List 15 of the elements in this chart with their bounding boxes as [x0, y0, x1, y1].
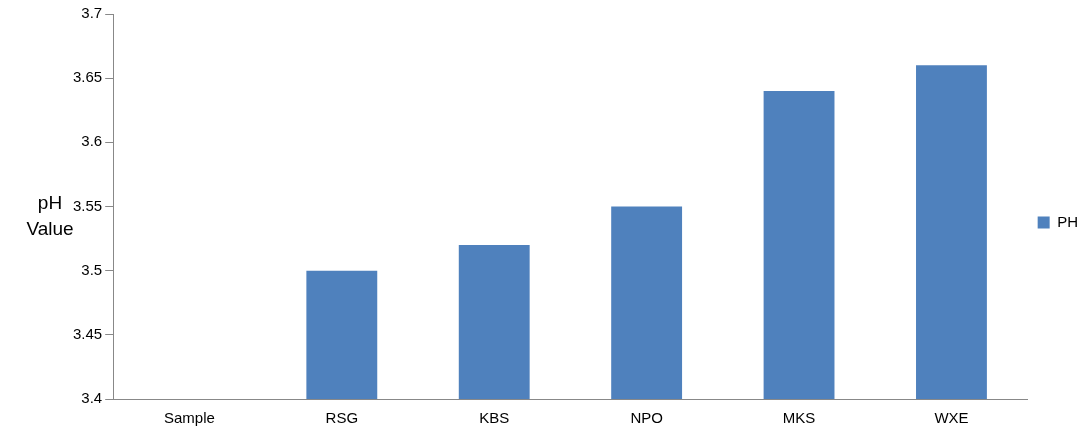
y-tick-label: 3.4 — [81, 389, 103, 407]
legend-label: PH — [1057, 212, 1079, 230]
x-tick-label: WXE — [934, 409, 969, 427]
y-axis-title: pH Value — [26, 192, 74, 239]
x-tick-label: KBS — [479, 409, 510, 427]
x-tick-label: RSG — [325, 409, 359, 427]
x-tick-label: MKS — [782, 409, 816, 427]
x-tick-label: Sample — [163, 409, 215, 427]
y-tick-label: 3.5 — [81, 260, 103, 278]
x-tick-label: NPO — [630, 409, 663, 427]
y-tick-label: 3.55 — [72, 196, 103, 214]
y-tick-label: 3.6 — [81, 132, 103, 150]
y-tick-label: 3.65 — [72, 68, 103, 86]
y-tick-label: 3.45 — [72, 324, 103, 342]
y-tick-label: 3.7 — [81, 4, 103, 22]
